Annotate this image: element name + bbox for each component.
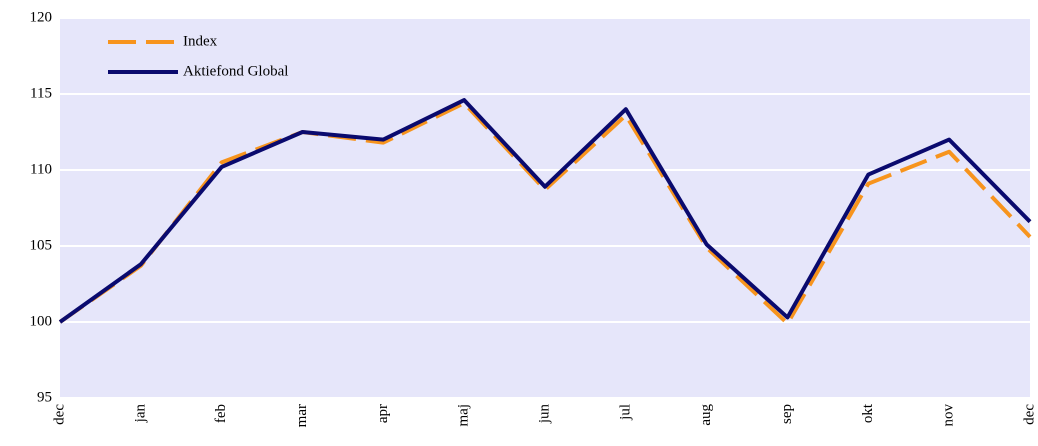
x-tick-label: aug <box>698 404 714 426</box>
x-tick-label: jan <box>132 404 148 424</box>
legend-label: Index <box>183 33 218 49</box>
y-tick-label: 110 <box>30 161 52 177</box>
x-tick-label: dec <box>1021 404 1037 425</box>
x-tick-label: dec <box>51 404 67 425</box>
x-tick-label: mar <box>294 404 310 427</box>
x-tick-label: apr <box>375 404 391 423</box>
y-tick-label: 120 <box>30 9 53 25</box>
x-tick-label: sep <box>779 404 795 424</box>
series-line <box>58 101 1032 326</box>
y-tick-label: 115 <box>30 85 52 101</box>
x-tick-label: nov <box>941 404 957 427</box>
y-tick-label: 100 <box>30 313 53 329</box>
y-tick-label: 95 <box>37 389 52 405</box>
x-tick-label: maj <box>456 404 472 427</box>
x-tick-label: feb <box>213 404 229 423</box>
x-tick-label: jul <box>617 404 633 421</box>
y-tick-label: 105 <box>30 237 53 253</box>
plot-area <box>60 18 1030 398</box>
x-tick-label: jun <box>536 404 552 425</box>
x-tick-label: okt <box>860 403 876 423</box>
legend-label: Aktiefond Global <box>183 63 288 79</box>
series-line <box>58 98 1032 324</box>
